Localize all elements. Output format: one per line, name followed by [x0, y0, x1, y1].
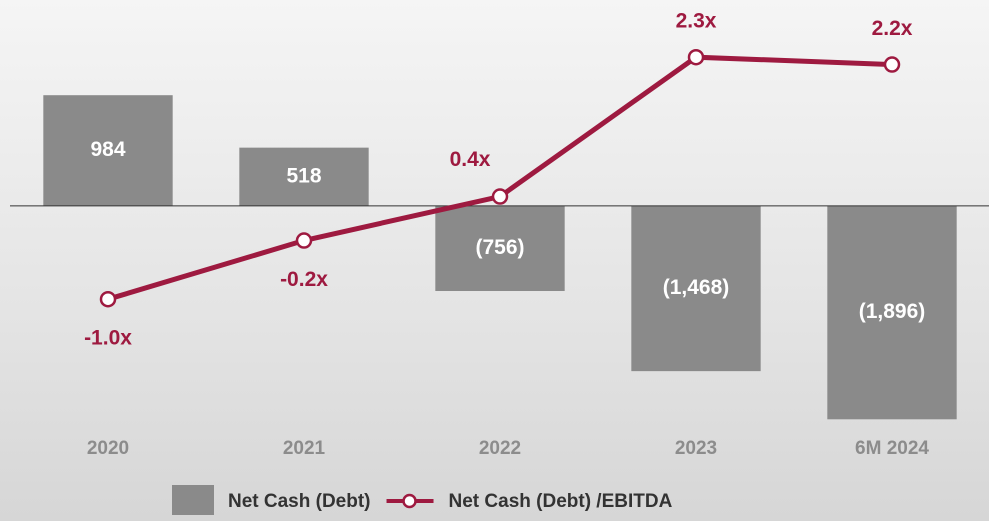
- line-point: [687, 48, 705, 66]
- line-point: [295, 232, 313, 249]
- x-tick-label: 2020: [87, 438, 129, 459]
- line-point: [883, 56, 901, 73]
- legend-swatch: [402, 493, 417, 509]
- line-point: [491, 188, 509, 205]
- line-label: 0.4x: [450, 148, 491, 171]
- legend-swatch: [172, 485, 214, 515]
- bar-label: (1,896): [859, 300, 926, 323]
- line-point: [99, 290, 117, 308]
- bar-label: (756): [475, 236, 524, 259]
- bar: [827, 205, 957, 420]
- bar: [43, 95, 173, 206]
- line-label: 2.3x: [676, 10, 717, 33]
- bar: [239, 147, 369, 206]
- plot: 2020 2021 2022 2023 6M 2024 984 518 (756) (1,468…: [10, 10, 989, 515]
- x-tick-label: 2022: [479, 438, 521, 459]
- x-tick-label: 2023: [675, 438, 717, 459]
- bar-label: 518: [286, 164, 321, 187]
- legend-label: Net Cash (Debt) /EBITDA: [449, 491, 673, 512]
- x-tick-label: 6M 2024: [855, 438, 929, 459]
- line-label: 2.2x: [872, 17, 913, 40]
- line-label: -0.2x: [280, 268, 328, 291]
- bar: [631, 205, 761, 372]
- line-label: -1.0x: [84, 327, 132, 350]
- bar-label: (1,468): [663, 276, 730, 299]
- bar-label: 984: [90, 138, 125, 161]
- bar: [435, 205, 565, 292]
- x-tick-label: 2021: [283, 438, 326, 459]
- legend-label: Net Cash (Debt): [228, 491, 371, 512]
